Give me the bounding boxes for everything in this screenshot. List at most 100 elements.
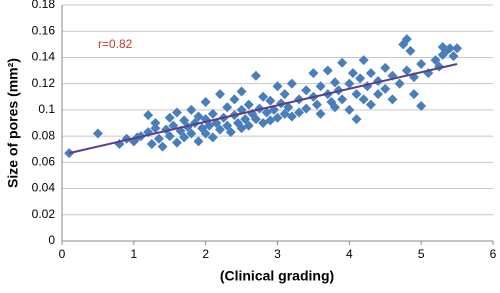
point	[150, 123, 161, 134]
point	[92, 128, 103, 139]
point	[365, 68, 376, 79]
point	[329, 102, 340, 113]
point	[186, 104, 197, 115]
point	[200, 128, 211, 139]
point	[315, 108, 326, 119]
point	[380, 62, 391, 73]
x-tick-label: 4	[346, 247, 353, 261]
y-tick-label: 0.02	[32, 207, 56, 221]
point	[401, 34, 412, 45]
point	[355, 73, 366, 84]
y-tick-label: 0.06	[32, 155, 56, 169]
point	[308, 68, 319, 79]
point	[215, 89, 226, 100]
point	[215, 124, 226, 135]
y-axis-label: Size of pores (mm²)	[5, 58, 21, 188]
point	[416, 59, 427, 69]
point	[401, 65, 412, 76]
point	[186, 128, 197, 139]
point	[351, 89, 362, 100]
point	[164, 131, 175, 142]
point	[286, 78, 297, 89]
y-tick-label: 0	[48, 233, 55, 247]
point	[207, 108, 218, 119]
point	[283, 102, 294, 113]
point	[286, 111, 297, 122]
point	[143, 110, 154, 121]
point	[387, 94, 398, 105]
point	[344, 78, 355, 89]
point	[157, 141, 168, 152]
point	[408, 89, 419, 100]
point	[258, 91, 269, 102]
point	[448, 51, 459, 62]
point	[347, 68, 358, 79]
y-tick-label: 0.18	[32, 0, 56, 11]
point	[351, 114, 362, 125]
y-tick-label: 0.04	[32, 181, 56, 195]
point	[344, 104, 355, 115]
point	[337, 94, 348, 105]
point	[380, 83, 391, 94]
point	[146, 138, 157, 149]
point	[171, 137, 182, 148]
point	[358, 94, 369, 105]
point	[365, 99, 376, 110]
point	[444, 43, 455, 54]
point	[322, 65, 333, 76]
point	[394, 78, 405, 89]
y-tick-label: 0.14	[32, 50, 56, 64]
point	[171, 107, 182, 118]
x-tick-label: 6	[490, 247, 497, 261]
point	[250, 114, 261, 125]
point	[193, 136, 204, 147]
y-tick-label: 0.1	[38, 102, 55, 116]
y-tick-label: 0.08	[32, 128, 56, 142]
point	[279, 89, 290, 100]
point	[265, 95, 276, 106]
point	[272, 112, 283, 123]
point	[312, 99, 323, 110]
point	[179, 115, 190, 126]
x-tick-label: 2	[202, 247, 209, 261]
point	[222, 102, 233, 113]
point	[243, 120, 254, 131]
point	[272, 81, 283, 92]
x-tick-label: 0	[59, 247, 66, 261]
point	[153, 133, 164, 144]
point	[225, 127, 236, 138]
point	[301, 85, 312, 96]
point	[222, 120, 233, 131]
point	[301, 103, 312, 114]
point	[315, 81, 326, 92]
point	[243, 99, 254, 110]
point	[200, 97, 211, 108]
point	[207, 132, 218, 143]
point	[430, 55, 441, 66]
annotation: r=0.82	[98, 37, 133, 51]
point	[329, 77, 340, 88]
point	[337, 57, 348, 68]
x-tick-label: 5	[418, 247, 425, 261]
x-tick-label: 3	[274, 247, 281, 261]
point	[229, 94, 240, 105]
point	[294, 107, 305, 118]
y-tick-label: 0.16	[32, 23, 56, 37]
point	[179, 132, 190, 143]
x-axis-label: (Clinical grading)	[220, 268, 334, 284]
y-tick-label: 0.12	[32, 76, 56, 90]
point	[240, 114, 251, 125]
point	[373, 89, 384, 100]
point	[236, 86, 247, 97]
x-tick-label: 1	[130, 247, 137, 261]
point	[164, 112, 175, 123]
trend-line	[68, 63, 458, 155]
point	[150, 118, 161, 128]
point	[358, 55, 369, 66]
point	[416, 100, 427, 111]
point	[250, 70, 261, 81]
point	[405, 45, 416, 56]
point	[452, 43, 463, 54]
